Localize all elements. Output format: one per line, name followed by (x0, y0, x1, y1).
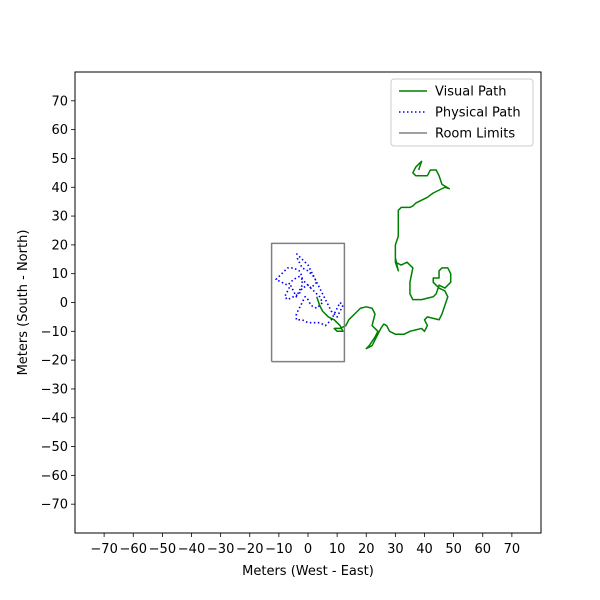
y-axis-ticks: −70 −60 −50 −40 −30 −20 −10 0 10 20 30 40 50 60 70 (41, 94, 75, 513)
x-tick-label: −30 (207, 542, 234, 557)
y-tick-label: −60 (41, 469, 68, 484)
x-tick-label: 50 (445, 542, 462, 557)
y-axis-title: Meters (South - North) (16, 230, 31, 376)
y-tick-label: 40 (51, 181, 68, 196)
x-tick-label: 70 (504, 542, 521, 557)
plot-area (74, 71, 542, 534)
series-visual-path (316, 160, 452, 350)
x-tick-label: 0 (304, 542, 312, 557)
y-tick-label: 20 (51, 238, 68, 253)
y-tick-label: 0 (60, 296, 68, 311)
x-tick-label: 10 (329, 542, 346, 557)
y-tick-label: −40 (41, 411, 68, 426)
x-tick-label: 60 (474, 542, 491, 557)
x-tick-label: 40 (416, 542, 433, 557)
y-tick-label: −70 (41, 498, 68, 513)
legend-label-room-limits: Room Limits (435, 127, 515, 142)
legend: Visual Path Physical Path Room Limits (390, 78, 534, 147)
x-tick-label: 30 (387, 542, 404, 557)
x-tick-label: −50 (149, 542, 176, 557)
y-tick-label: 50 (51, 152, 68, 167)
x-tick-label: −40 (178, 542, 205, 557)
legend-label-visual-path: Visual Path (435, 85, 507, 100)
x-tick-label: 20 (358, 542, 375, 557)
y-tick-label: 30 (51, 210, 68, 225)
x-tick-label: −20 (236, 542, 263, 557)
x-axis-ticks: −70 −60 −50 −40 −30 −20 −10 0 10 20 30 40 50 60 70 (90, 533, 520, 557)
axes-frame (74, 71, 542, 534)
x-tick-label: −70 (90, 542, 117, 557)
y-tick-label: 70 (51, 94, 68, 109)
series-room-limits (270, 242, 346, 363)
x-tick-label: −60 (120, 542, 147, 557)
series-physical-path (275, 252, 344, 327)
y-tick-label: −50 (41, 440, 68, 455)
y-tick-label: −30 (41, 382, 68, 397)
y-tick-label: −10 (41, 325, 68, 340)
y-tick-label: 60 (51, 123, 68, 138)
series-layer (270, 160, 452, 363)
x-tick-label: −10 (265, 542, 292, 557)
y-tick-label: −20 (41, 354, 68, 369)
x-axis-title: Meters (West - East) (242, 564, 374, 579)
legend-label-physical-path: Physical Path (435, 106, 521, 121)
legend-box (390, 78, 534, 147)
y-tick-label: 10 (51, 267, 68, 282)
